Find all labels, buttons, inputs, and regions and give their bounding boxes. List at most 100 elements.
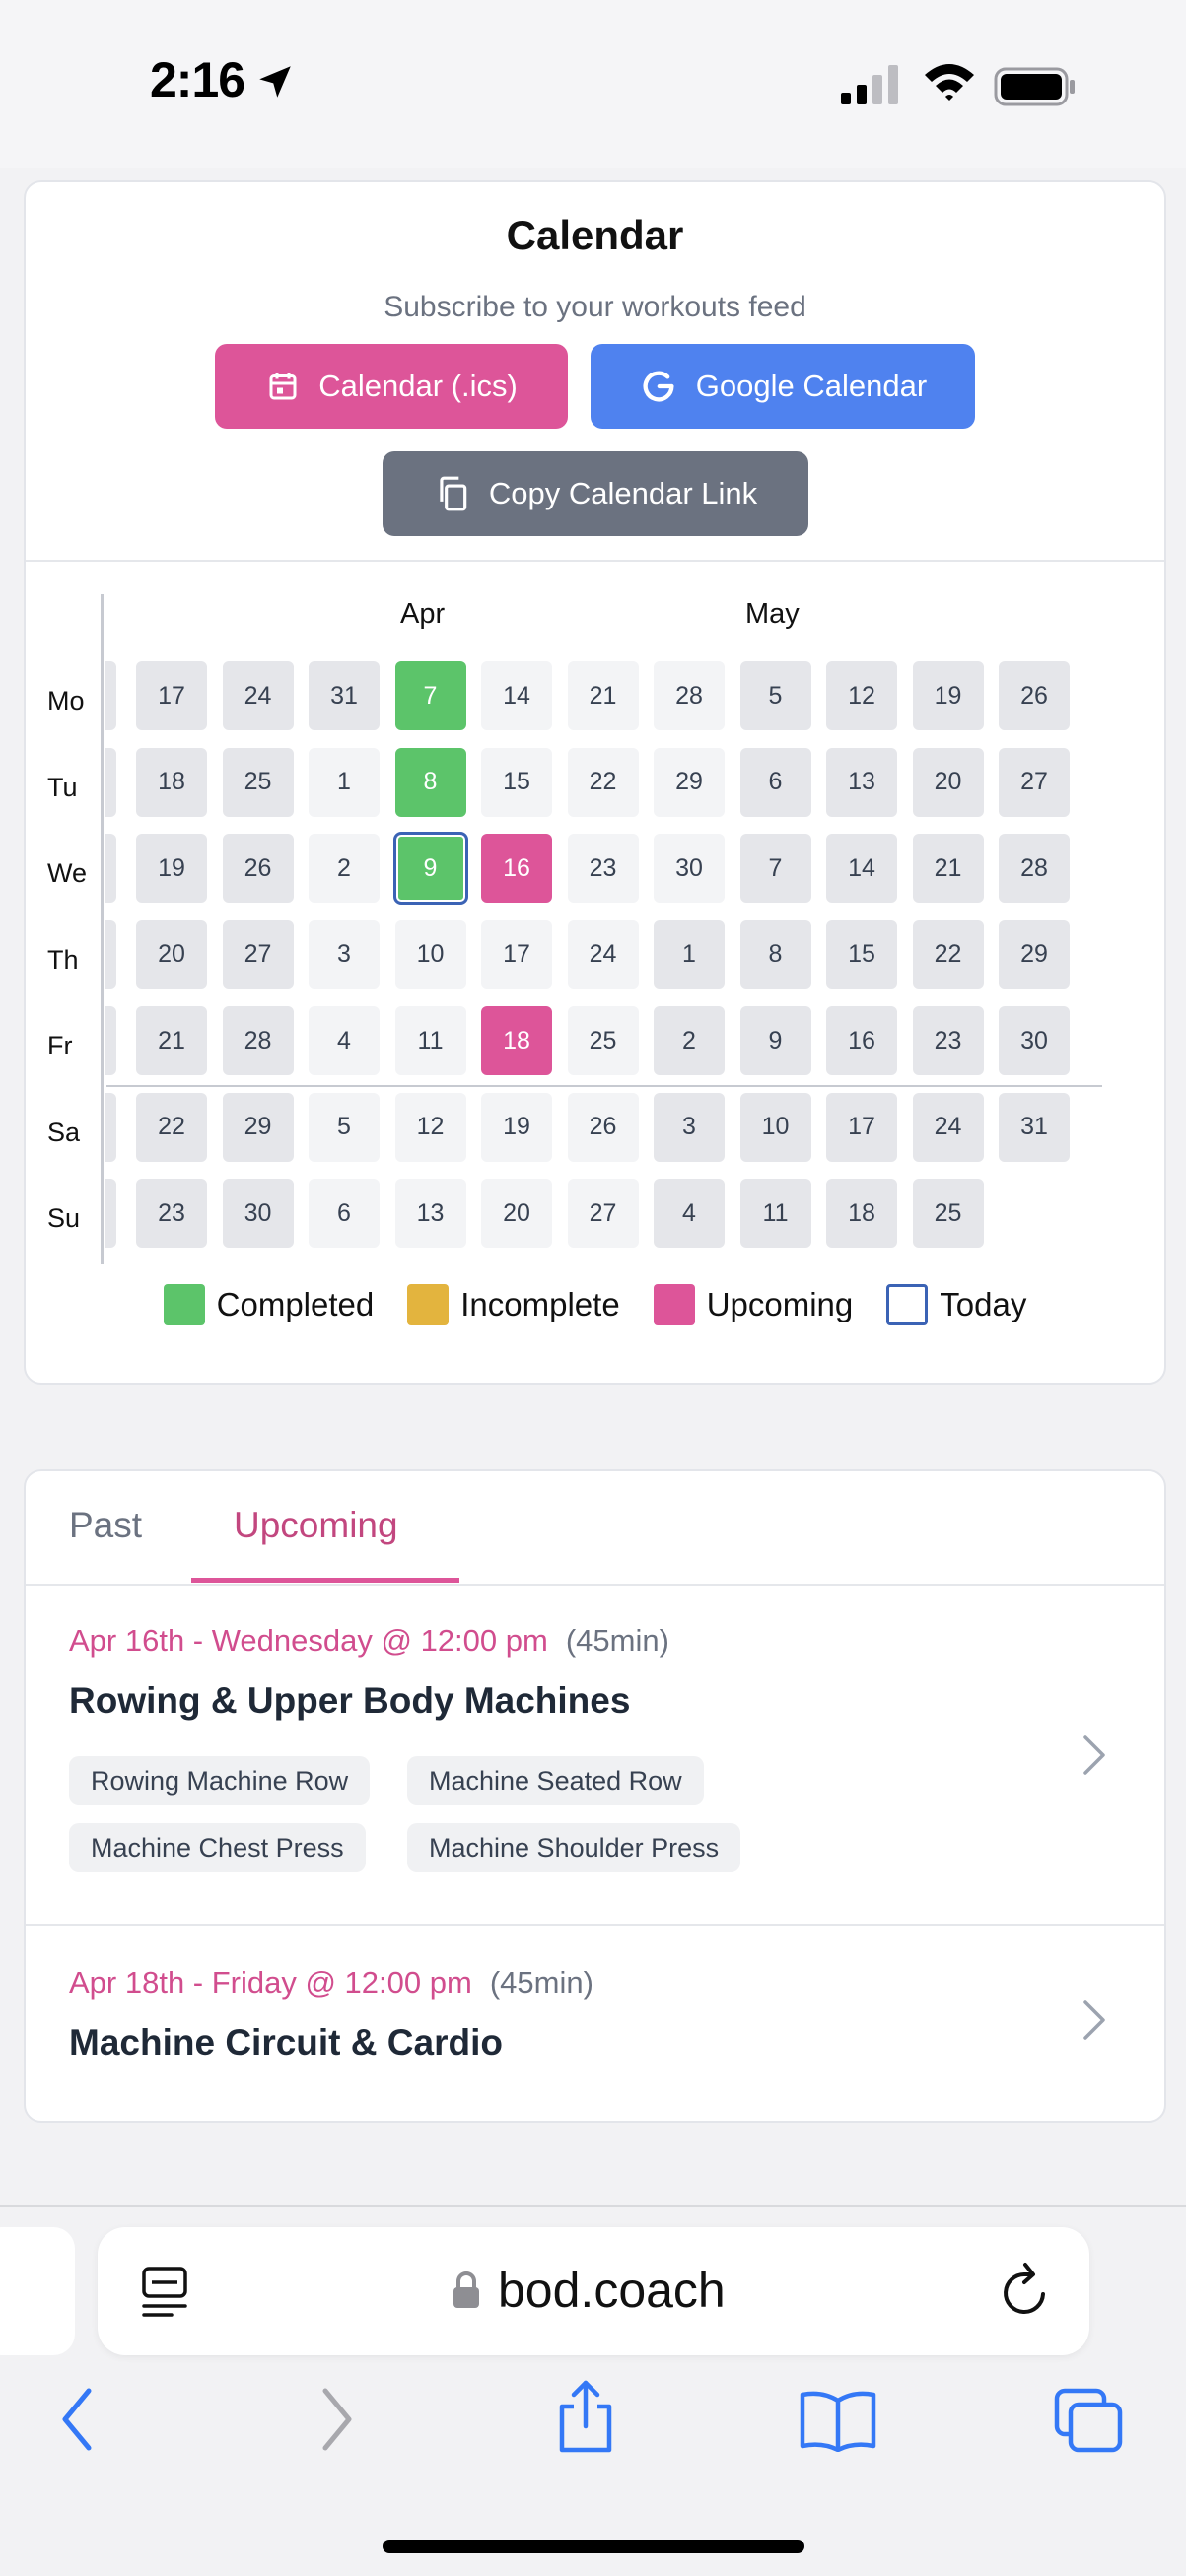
heatmap-cell[interactable]: 29 — [654, 747, 725, 817]
heatmap-cell[interactable]: 21 — [136, 1006, 207, 1075]
heatmap-cell[interactable]: 14 — [826, 834, 897, 903]
heatmap-cell[interactable]: 15 — [826, 919, 897, 989]
heatmap-cell[interactable]: 14 — [481, 661, 552, 730]
heatmap-cell[interactable]: 4 — [309, 1006, 380, 1075]
legend-label-incomplete: Incomplete — [460, 1286, 620, 1322]
heatmap-cell[interactable]: 8 — [394, 747, 466, 817]
heatmap-cell[interactable]: 22 — [136, 1092, 207, 1162]
workout-item[interactable]: Apr 16th - Wednesday @ 12:00 pm (45min) R… — [26, 1584, 1164, 1924]
workout-title: Rowing & Upper Body Machines — [69, 1680, 631, 1721]
heatmap-cell[interactable]: 1 — [309, 747, 380, 817]
heatmap-cell[interactable]: 7 — [394, 661, 466, 730]
reload-icon[interactable] — [998, 2261, 1053, 2320]
heatmap-cell[interactable]: 18 — [481, 1006, 552, 1075]
heatmap-cell[interactable]: 23 — [567, 834, 639, 903]
heatmap-cell[interactable]: 12 — [394, 1092, 466, 1162]
heatmap-cell[interactable]: 5 — [309, 1092, 380, 1162]
bookmarks-icon[interactable] — [799, 2389, 877, 2452]
heatmap-cell[interactable]: 29 — [999, 919, 1070, 989]
copy-calendar-link-label: Copy Calendar Link — [488, 476, 758, 510]
heatmap-cell[interactable]: 10 — [739, 1092, 811, 1162]
heatmap-cell[interactable]: 1 — [654, 919, 725, 989]
heatmap-cell[interactable]: 17 — [136, 661, 207, 730]
heatmap-cell[interactable]: 22 — [567, 747, 639, 817]
heatmap-cell[interactable]: 27 — [567, 1179, 639, 1248]
heatmap-cell[interactable]: 13 — [394, 1179, 466, 1248]
heatmap-cell[interactable]: 25 — [912, 1179, 984, 1248]
heatmap-cell[interactable]: 10 — [394, 919, 466, 989]
heatmap-cell[interactable]: 11 — [394, 1006, 466, 1075]
previous-tab-preview[interactable] — [0, 2227, 75, 2355]
heatmap-cell[interactable]: 24 — [567, 919, 639, 989]
heatmap-cell[interactable]: 27 — [222, 919, 294, 989]
heatmap-cell[interactable]: 5 — [739, 661, 811, 730]
back-icon[interactable] — [57, 2385, 97, 2454]
workout-item[interactable]: Apr 18th - Friday @ 12:00 pm (45min) Mach… — [26, 1926, 1164, 2119]
heatmap-cell[interactable]: 31 — [309, 661, 380, 730]
heatmap-cell[interactable]: 29 — [222, 1092, 294, 1162]
heatmap-cell[interactable]: 4 — [654, 1179, 725, 1248]
heatmap-cell-partial — [105, 834, 116, 903]
heatmap-cell[interactable]: 19 — [136, 834, 207, 903]
heatmap-cell[interactable]: 30 — [222, 1179, 294, 1248]
heatmap-cell[interactable]: 3 — [309, 919, 380, 989]
heatmap-cell[interactable]: 16 — [826, 1006, 897, 1075]
calendar-ics-button[interactable]: Calendar (.ics) — [215, 344, 568, 429]
tabs-icon[interactable] — [1053, 2387, 1124, 2454]
heatmap-cell[interactable]: 11 — [739, 1179, 811, 1248]
heatmap-cell[interactable]: 17 — [826, 1092, 897, 1162]
heatmap-cell[interactable]: 2 — [654, 1006, 725, 1075]
heatmap-cell[interactable]: 28 — [999, 834, 1070, 903]
heatmap-cell[interactable]: 13 — [826, 747, 897, 817]
heatmap-cell[interactable]: 28 — [654, 661, 725, 730]
heatmap-cell[interactable]: 23 — [136, 1179, 207, 1248]
heatmap-cell[interactable]: 6 — [309, 1179, 380, 1248]
heatmap-cell[interactable]: 9 — [739, 1006, 811, 1075]
heatmap-cell[interactable]: 16 — [481, 834, 552, 903]
heatmap-cell[interactable]: 26 — [999, 661, 1070, 730]
forward-icon[interactable] — [317, 2385, 357, 2454]
heatmap-cell[interactable]: 26 — [222, 834, 294, 903]
heatmap-cell[interactable]: 19 — [481, 1092, 552, 1162]
heatmap-cell[interactable]: 23 — [912, 1006, 984, 1075]
heatmap-cell[interactable]: 19 — [912, 661, 984, 730]
heatmap-cell[interactable]: 6 — [739, 747, 811, 817]
tab-upcoming[interactable]: Upcoming — [234, 1505, 398, 1545]
heatmap-cell[interactable]: 27 — [999, 747, 1070, 817]
heatmap-cell[interactable]: 31 — [999, 1092, 1070, 1162]
heatmap-cell[interactable]: 15 — [481, 747, 552, 817]
heatmap-cell[interactable]: 9 — [392, 832, 468, 905]
calendar-title: Calendar — [506, 212, 684, 258]
share-icon[interactable] — [554, 2379, 617, 2454]
heatmap-cell[interactable]: 25 — [222, 747, 294, 817]
heatmap-cell[interactable]: 2 — [309, 834, 380, 903]
legend-label-today: Today — [940, 1286, 1027, 1322]
heatmap-cell[interactable]: 26 — [567, 1092, 639, 1162]
heatmap-cell[interactable]: 20 — [136, 919, 207, 989]
heatmap-cell[interactable]: 12 — [826, 661, 897, 730]
heatmap-cell[interactable]: 18 — [826, 1179, 897, 1248]
heatmap-cell[interactable]: 22 — [912, 919, 984, 989]
heatmap-cell[interactable]: 17 — [481, 919, 552, 989]
heatmap-cell[interactable]: 30 — [654, 834, 725, 903]
heatmap-cell[interactable]: 18 — [136, 747, 207, 817]
heatmap-cell[interactable]: 20 — [481, 1179, 552, 1248]
address-bar[interactable] — [98, 2227, 1089, 2355]
google-calendar-button[interactable]: Google Calendar — [591, 344, 975, 429]
heatmap-cell[interactable]: 20 — [912, 747, 984, 817]
tab-past[interactable]: Past — [69, 1505, 143, 1545]
heatmap-cell[interactable]: 24 — [912, 1092, 984, 1162]
heatmap-cell[interactable]: 3 — [654, 1092, 725, 1162]
status-bar: 2:16 — [0, 0, 1186, 168]
heatmap-cell[interactable]: 30 — [999, 1006, 1070, 1075]
reader-mode-icon[interactable] — [140, 2265, 189, 2320]
heatmap-cell[interactable]: 8 — [739, 919, 811, 989]
heatmap-cell[interactable]: 21 — [912, 834, 984, 903]
heatmap-cell[interactable]: 21 — [567, 661, 639, 730]
battery-icon — [994, 67, 1075, 106]
heatmap-cell[interactable]: 25 — [567, 1006, 639, 1075]
heatmap-cell[interactable]: 24 — [222, 661, 294, 730]
heatmap-cell[interactable]: 7 — [739, 834, 811, 903]
heatmap-cell[interactable]: 28 — [222, 1006, 294, 1075]
copy-calendar-link-button[interactable]: Copy Calendar Link — [383, 451, 808, 536]
